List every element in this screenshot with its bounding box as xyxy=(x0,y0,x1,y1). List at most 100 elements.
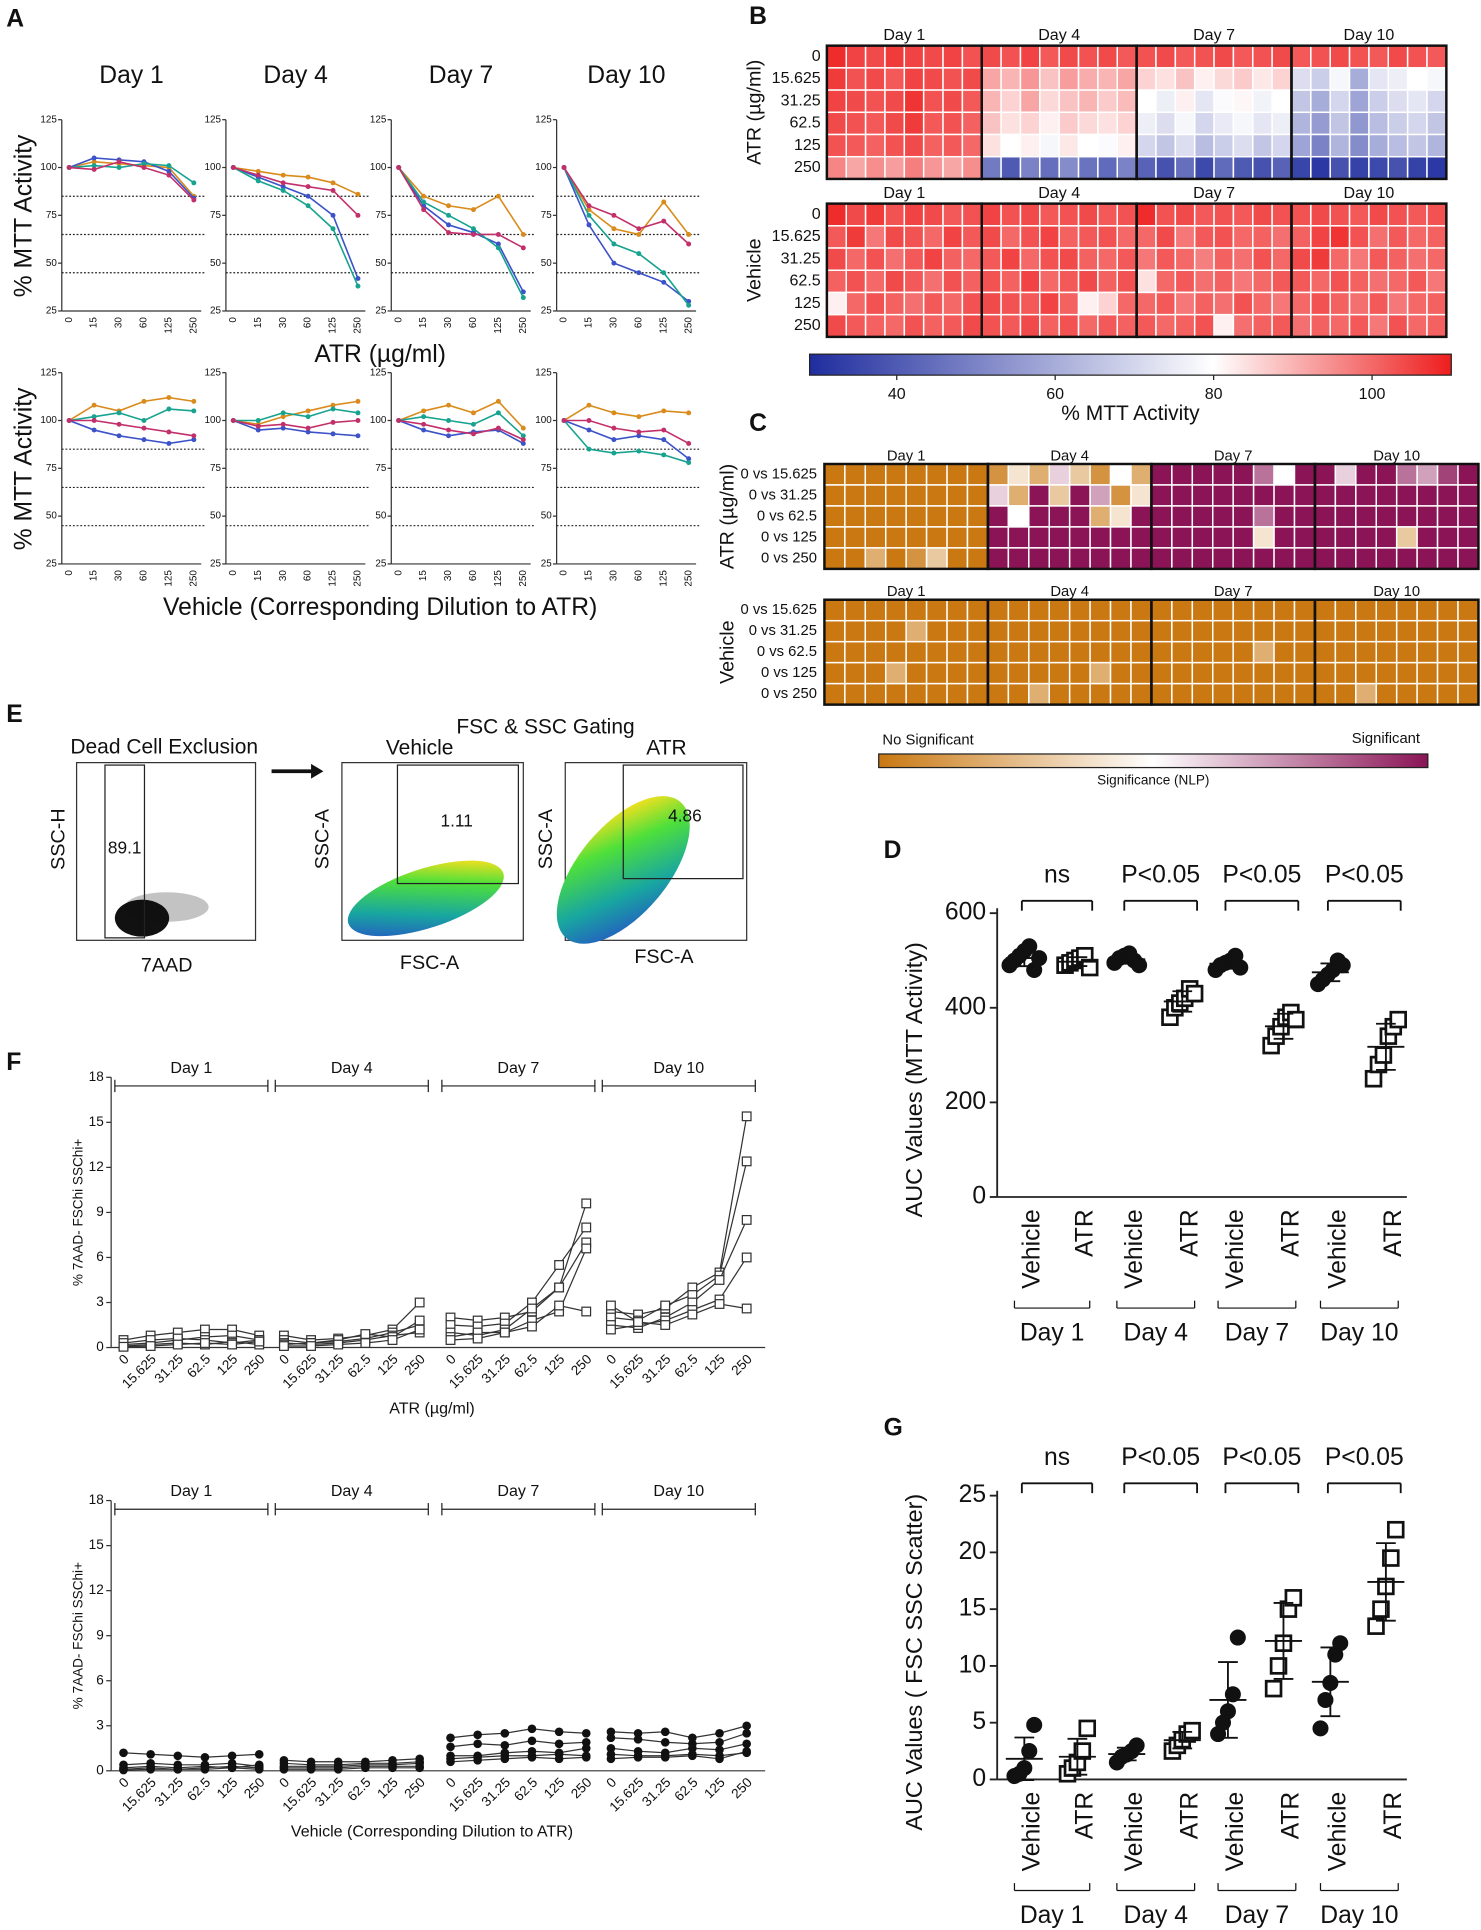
heat-cell xyxy=(966,661,989,685)
heat-cell xyxy=(1271,67,1293,91)
point xyxy=(173,1764,183,1774)
heat-cell xyxy=(1310,269,1331,294)
point xyxy=(227,1763,237,1773)
x-tick-label: 250 xyxy=(401,1774,428,1801)
row-label: 62.5 xyxy=(790,114,821,132)
heat-cell xyxy=(826,111,847,136)
heat-cell xyxy=(1048,463,1071,486)
heat-cell xyxy=(1193,202,1215,227)
point xyxy=(141,437,147,443)
heat-cell xyxy=(864,484,887,507)
point xyxy=(715,1728,724,1738)
heat-cell xyxy=(1135,133,1157,158)
y-tick-label: 50 xyxy=(210,511,221,522)
heat-cell xyxy=(905,640,928,664)
heat-cell xyxy=(1436,598,1459,622)
heat-cell xyxy=(844,526,867,549)
heat-cell xyxy=(864,155,886,180)
heat-cell xyxy=(981,155,1002,180)
heat-cell xyxy=(981,313,1002,338)
heat-cell xyxy=(1155,133,1177,158)
heat-cell xyxy=(1314,463,1337,486)
point xyxy=(633,1734,643,1744)
x-tick-label: 125 xyxy=(164,317,175,334)
heat-cell xyxy=(942,202,964,227)
heat-cell xyxy=(1273,547,1296,570)
point xyxy=(611,437,617,443)
heat-cell xyxy=(1457,640,1480,664)
heat-cell xyxy=(1252,661,1275,685)
heat-cell xyxy=(987,484,1010,507)
heat-cell xyxy=(987,640,1010,664)
heat-cell xyxy=(1028,619,1050,643)
group-label: Day 1 xyxy=(883,184,925,202)
heat-cell xyxy=(1232,463,1255,486)
point xyxy=(1374,1046,1393,1064)
y-tick-label: 18 xyxy=(89,1492,104,1507)
flow-x-label: FSC-A xyxy=(400,952,460,974)
y-tick-label: 25 xyxy=(210,559,221,570)
point xyxy=(661,270,667,276)
flow-x-label: FSC-A xyxy=(634,946,694,968)
point xyxy=(305,174,311,180)
heat-cell xyxy=(826,313,847,338)
heat-cell xyxy=(1213,269,1235,294)
heat-cell xyxy=(1130,661,1153,685)
series-line xyxy=(610,1161,748,1322)
row-label: 0 vs 62.5 xyxy=(757,508,817,524)
heat-cell xyxy=(845,133,867,158)
heat-cell xyxy=(1116,111,1138,136)
heat-cell xyxy=(1077,111,1099,136)
x-tick-label: 62.5 xyxy=(671,1775,700,1804)
row-label: 0 xyxy=(812,47,821,65)
heat-cell xyxy=(1058,269,1080,294)
point xyxy=(421,408,427,414)
heat-cell xyxy=(903,247,925,271)
point xyxy=(586,427,592,433)
x-tick-label: 0 xyxy=(559,570,570,576)
heat-cell xyxy=(1395,463,1418,486)
point xyxy=(742,1739,751,1749)
heat-cell xyxy=(1395,526,1418,549)
heat-cell xyxy=(1232,526,1255,549)
heat-cell xyxy=(826,291,847,316)
heat-cell xyxy=(1310,89,1331,114)
point xyxy=(66,165,72,170)
heat-cell xyxy=(844,598,867,622)
x-tick-label: 31.25 xyxy=(639,1775,674,1810)
heat-cell xyxy=(884,598,907,622)
heat-cell xyxy=(1329,269,1351,294)
y-tick-label: 5 xyxy=(972,1708,986,1735)
x-tick-label: 62.5 xyxy=(344,1351,373,1380)
row-label: 250 xyxy=(794,316,821,334)
heat-cell xyxy=(1368,269,1390,294)
heat-cell xyxy=(1232,619,1255,643)
heat-cell xyxy=(1193,313,1215,338)
heat-cell xyxy=(1457,619,1480,643)
series-line xyxy=(283,1767,420,1770)
heat-cell xyxy=(1387,155,1409,180)
heat-cell xyxy=(966,484,989,507)
heat-cell xyxy=(1135,247,1157,271)
heat-cell xyxy=(981,291,1002,316)
heat-cell xyxy=(884,291,906,316)
heat-cell xyxy=(1191,547,1214,570)
point xyxy=(91,159,97,165)
heat-cell xyxy=(1290,202,1312,227)
x-tick-label: 15 xyxy=(418,570,429,581)
point xyxy=(191,398,197,404)
point xyxy=(278,1341,289,1351)
heat-cell xyxy=(1028,640,1050,664)
point xyxy=(1229,1629,1246,1646)
y-tick-label: 100 xyxy=(40,162,57,173)
heat-cell xyxy=(1355,598,1377,622)
point xyxy=(611,241,617,247)
group-label: Day 7 xyxy=(497,1059,539,1077)
heat-cell xyxy=(1252,155,1273,180)
heat-cell xyxy=(1089,598,1112,622)
heat-cell xyxy=(845,202,867,227)
heat-cell xyxy=(1150,484,1173,507)
heat-cell xyxy=(1406,67,1428,91)
heat-cell xyxy=(1174,313,1196,338)
heat-cell xyxy=(1368,133,1390,158)
